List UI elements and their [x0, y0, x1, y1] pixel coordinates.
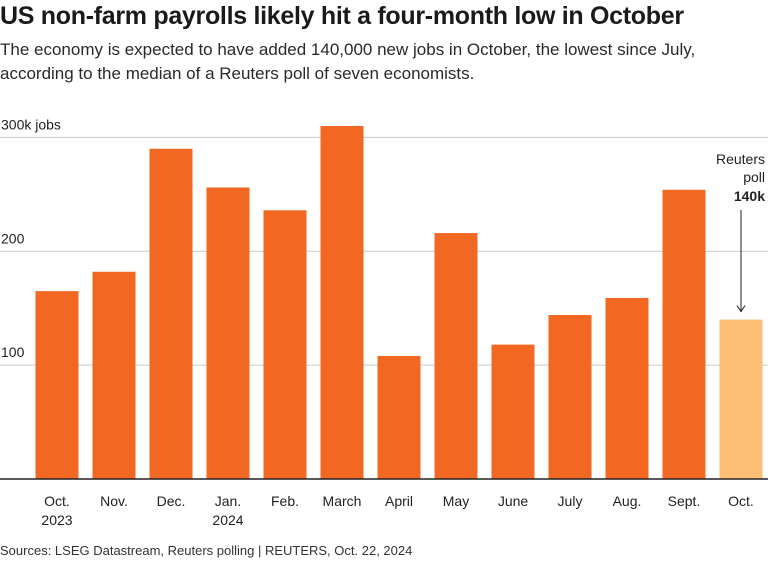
x-tick-label-10: Aug.: [613, 493, 642, 509]
y-tick-label-100: 100: [1, 344, 25, 360]
bar-12: [719, 319, 763, 479]
y-tick-label-200: 200: [1, 230, 25, 246]
x-tick-label-1: Nov.: [100, 493, 128, 509]
chart-title: US non-farm payrolls likely hit a four-m…: [0, 2, 684, 30]
x-tick-label-5: March: [323, 493, 362, 509]
x-tick-label-11: Sept.: [668, 493, 701, 509]
source-note: Sources: LSEG Datastream, Reuters pollin…: [0, 543, 413, 558]
chart-subtitle: The economy is expected to have added 14…: [0, 40, 696, 83]
bar-2: [149, 148, 193, 479]
x-tick-label-3: Jan.: [215, 493, 241, 509]
x-tick-label-6: April: [385, 493, 413, 509]
bar-3: [206, 187, 250, 479]
x-tick-label-9: July: [558, 493, 583, 509]
bar-5: [320, 126, 364, 479]
x-tick-label-7: May: [443, 493, 469, 509]
x-tick-label-12: Oct.: [728, 493, 754, 509]
annotation-value: 140k: [734, 188, 765, 204]
annotation-arrow-head: [736, 305, 746, 313]
bar-11: [662, 189, 706, 479]
bar-1: [92, 271, 136, 479]
bar-chart: 100 200 300k jobs Oct. 2023 Nov. Dec. Jan. 2024 F…: [0, 116, 768, 528]
bar-10: [605, 297, 649, 479]
bar-7: [434, 233, 478, 479]
x-tick-label-2: Dec.: [157, 493, 186, 509]
x-tick-sublabel-3: 2024: [212, 512, 243, 528]
x-tick-label-8: June: [498, 493, 529, 509]
bar-0: [35, 291, 79, 479]
x-tick-label-0: Oct.: [44, 493, 70, 509]
bar-4: [263, 210, 307, 479]
annotation-line2: poll: [743, 169, 765, 185]
annotation-line1: Reuters: [716, 151, 765, 167]
bar-8: [491, 344, 535, 479]
bar-6: [377, 356, 421, 479]
bar-9: [548, 315, 592, 479]
x-tick-label-4: Feb.: [271, 493, 299, 509]
y-tick-label-300: 300k jobs: [1, 116, 61, 132]
x-tick-sublabel-0: 2023: [41, 512, 72, 528]
